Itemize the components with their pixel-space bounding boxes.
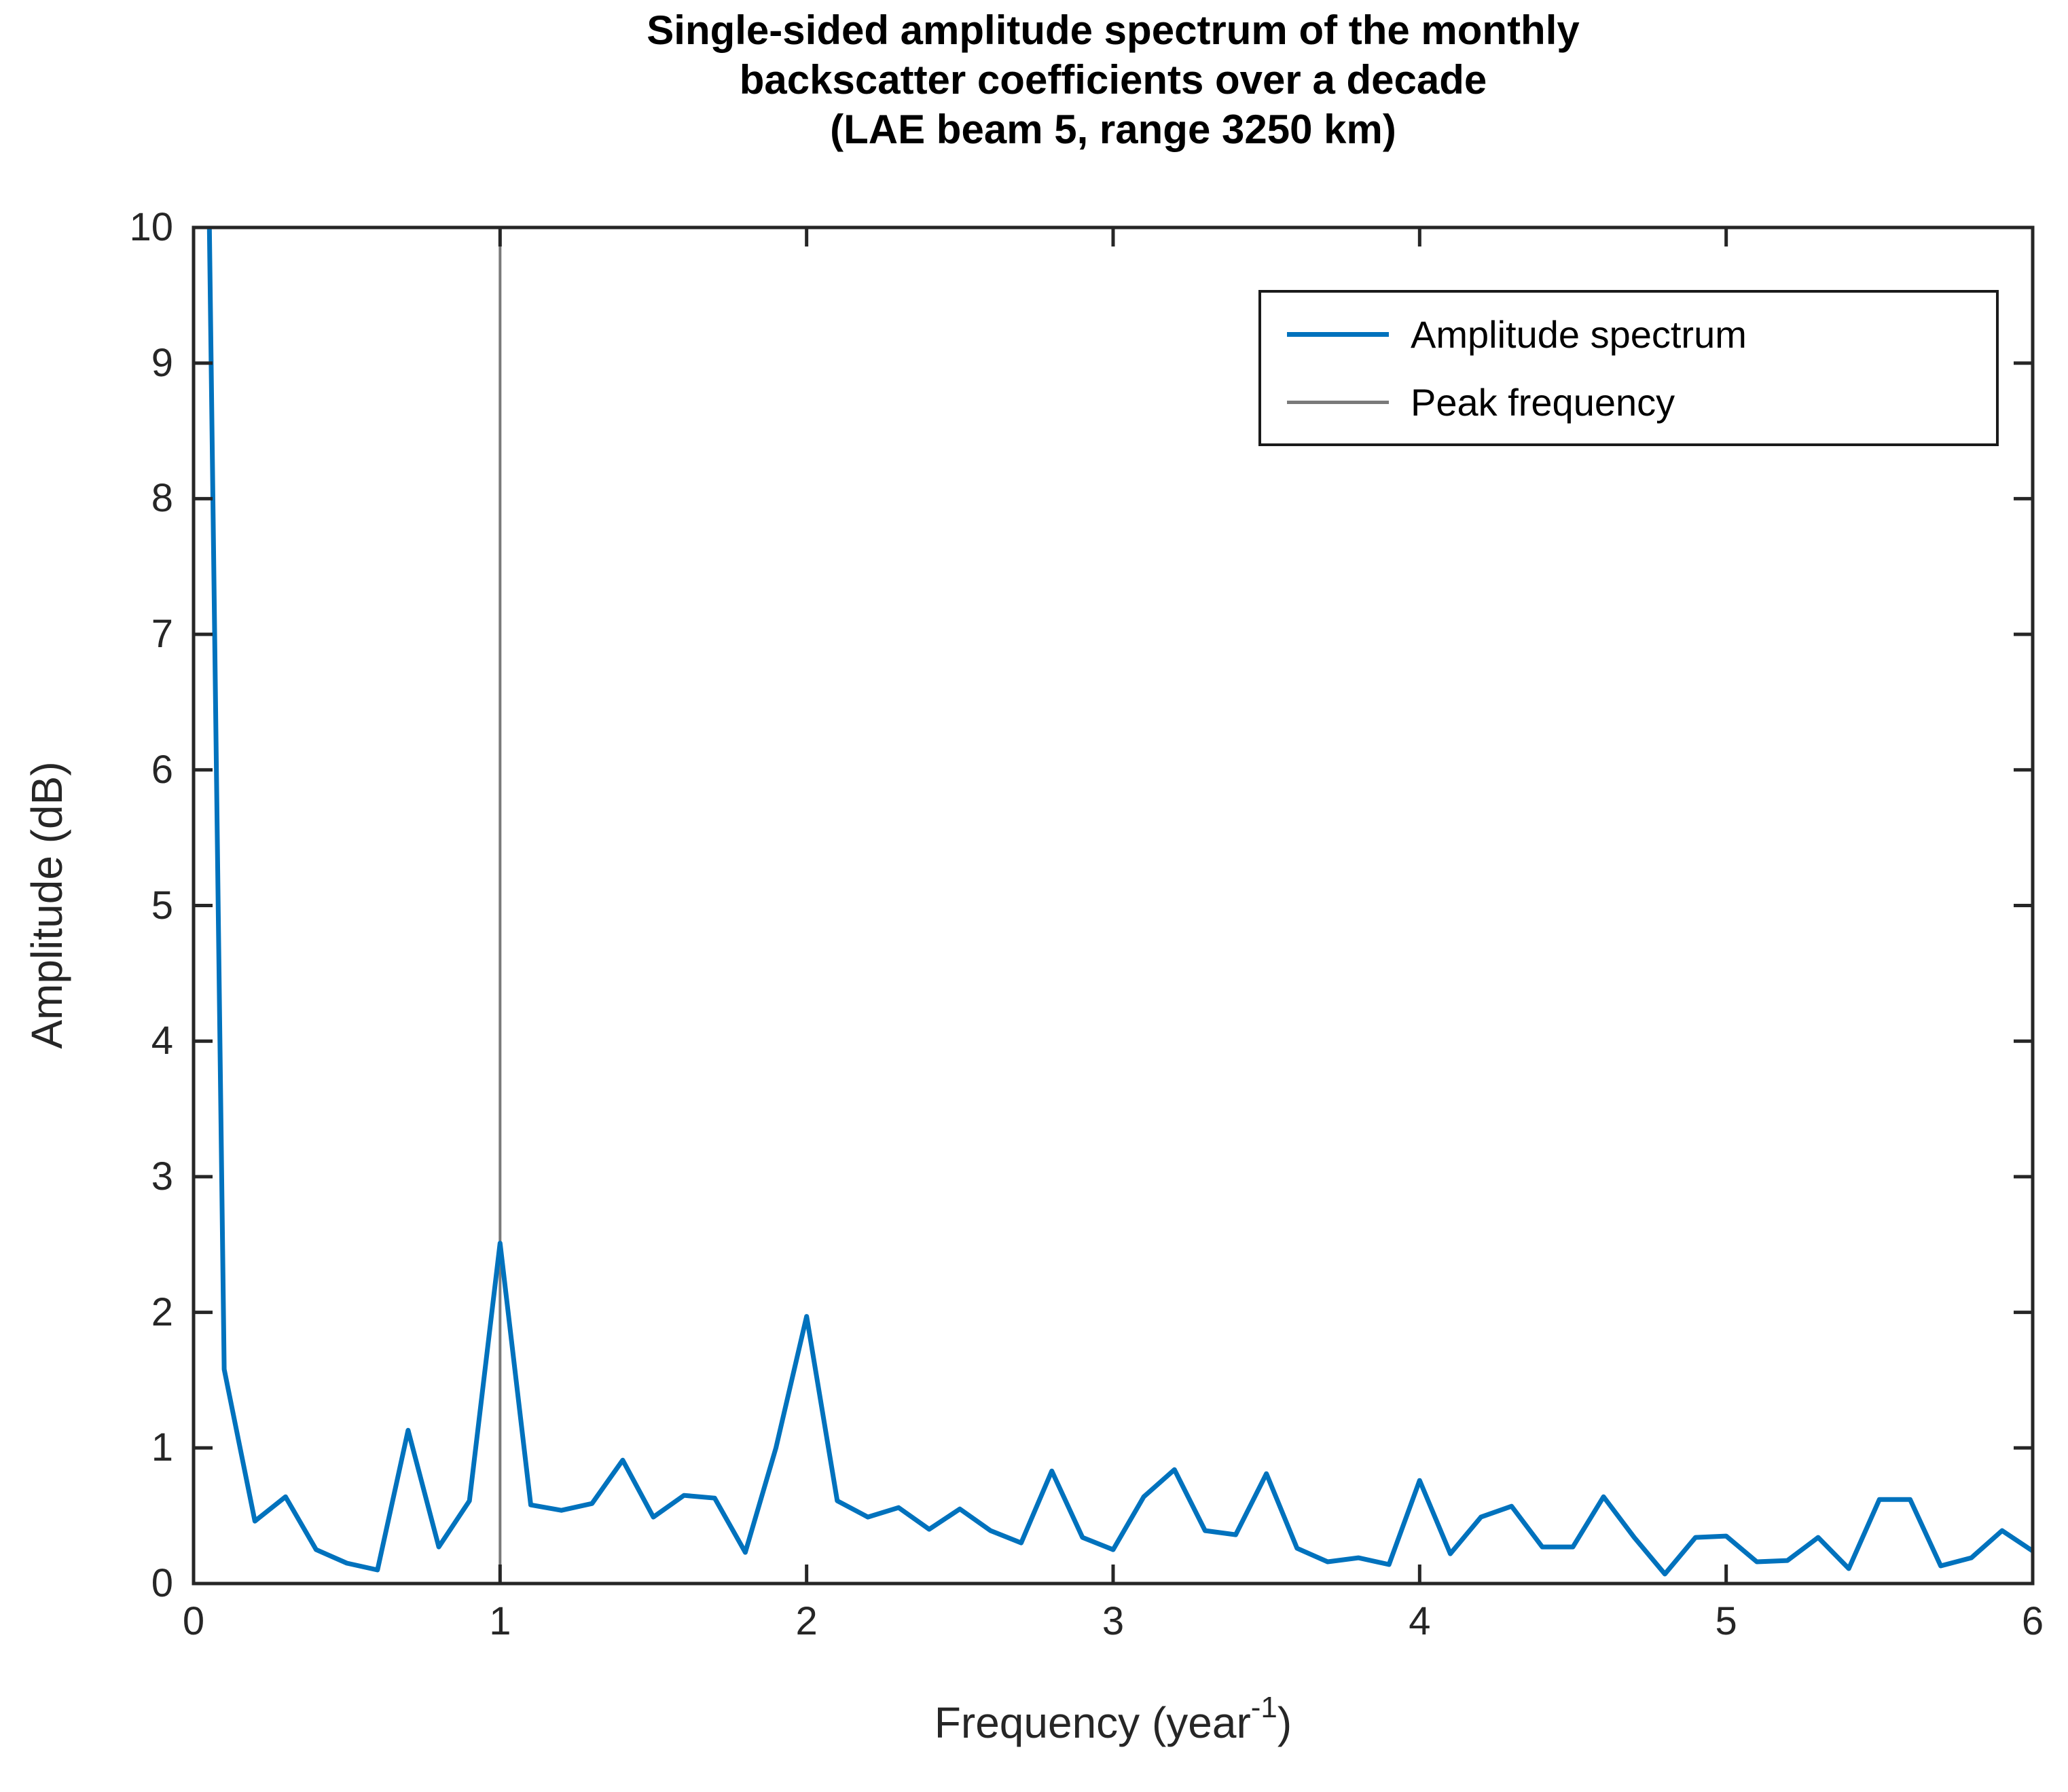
- legend-item-amplitude-spectrum: Amplitude spectrum: [1261, 305, 1996, 363]
- y-tick-label-1: 1: [151, 1425, 173, 1470]
- legend-label-amplitude: Amplitude spectrum: [1411, 312, 1747, 356]
- chart-title-line-1: Single-sided amplitude spectrum of the m…: [647, 7, 1580, 53]
- chart-title-line-2: backscatter coefficients over a decade: [739, 57, 1487, 103]
- chart-title-line-3: (LAE beam 5, range 3250 km): [830, 107, 1396, 152]
- x-tick-label-2: 2: [795, 1599, 818, 1643]
- x-tick-label-3: 3: [1102, 1599, 1125, 1643]
- y-tick-label-2: 2: [151, 1290, 173, 1334]
- y-axis-label: Amplitude (dB): [22, 761, 71, 1049]
- legend-box: Amplitude spectrum Peak frequency: [1258, 290, 1999, 446]
- x-tick-label-4: 4: [1409, 1599, 1431, 1643]
- amplitude-spectrum-line: [206, 227, 2033, 1577]
- legend-item-peak-frequency: Peak frequency: [1261, 373, 1996, 431]
- x-axis-label-suffix: ): [1277, 1698, 1292, 1747]
- x-tick-label-6: 6: [2021, 1599, 2044, 1643]
- y-tick-label-8: 8: [151, 476, 173, 521]
- chart-title: Single-sided amplitude spectrum of the m…: [194, 5, 2033, 154]
- legend-label-peak: Peak frequency: [1411, 380, 1675, 424]
- y-tick-label-0: 0: [151, 1561, 173, 1605]
- y-tick-label-4: 4: [151, 1019, 173, 1063]
- y-tick-label-7: 7: [151, 612, 173, 657]
- y-tick-label-10: 10: [129, 205, 173, 249]
- y-tick-label-6: 6: [151, 747, 173, 792]
- legend-line-sample-amplitude: [1287, 331, 1389, 337]
- x-tick-label-1: 1: [489, 1599, 511, 1643]
- x-axis-label-text: Frequency (year: [934, 1698, 1251, 1747]
- x-tick-label-0: 0: [182, 1599, 205, 1643]
- x-axis-label-superscript: -1: [1250, 1691, 1277, 1724]
- y-tick-label-5: 5: [151, 883, 173, 928]
- legend-line-sample-peak: [1287, 400, 1389, 404]
- x-tick-label-5: 5: [1715, 1599, 1737, 1643]
- y-tick-label-9: 9: [151, 340, 173, 385]
- y-tick-label-3: 3: [151, 1154, 173, 1199]
- x-axis-label: Frequency (year-1): [194, 1691, 2033, 1748]
- axes-box: [192, 225, 2035, 1586]
- plot-lines: [206, 227, 2033, 1584]
